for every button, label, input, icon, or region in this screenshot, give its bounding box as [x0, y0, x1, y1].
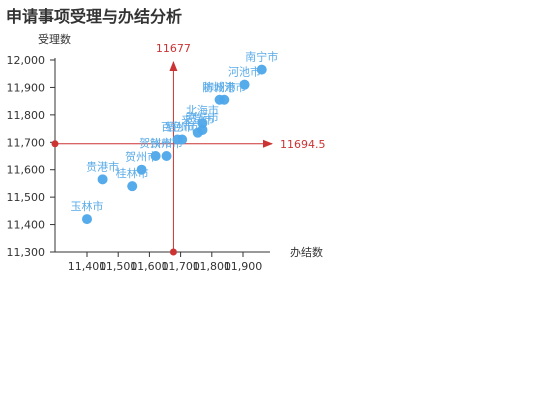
data-point-label: 桂林市: [116, 166, 149, 180]
ref-point-vertical-start: [169, 248, 177, 256]
y-tick-label: 11,500: [7, 191, 46, 204]
data-point[interactable]: [192, 127, 203, 138]
data-point-label: 贺州市: [125, 150, 158, 164]
data-point-label: 贺州市: [139, 136, 172, 150]
y-tick-label: 12,000: [7, 54, 46, 67]
data-point-label: 防城港市: [202, 80, 246, 94]
data-point[interactable]: [82, 214, 92, 225]
chart-title: 申请事项受理与办结分析: [6, 7, 183, 26]
y-tick-label: 11,700: [7, 136, 46, 149]
data-point[interactable]: [136, 164, 147, 175]
data-point[interactable]: [214, 94, 225, 105]
data-point[interactable]: [172, 134, 183, 145]
x-tick-label: 11,800: [193, 260, 232, 273]
data-point-label: 贵港市: [86, 159, 119, 173]
data-point[interactable]: [127, 181, 138, 192]
x-tick-label: 11,400: [68, 260, 107, 273]
x-tick-label: 11,500: [99, 260, 138, 273]
y-tick-label: 11,900: [7, 81, 46, 94]
data-point[interactable]: [161, 151, 172, 161]
data-point-label: 梧州市: [166, 120, 199, 134]
data-point-label: 来宾市: [181, 113, 214, 127]
ref-label-vertical: 11677: [156, 42, 191, 55]
data-point[interactable]: [239, 79, 250, 90]
data-point-label: 崇左市: [186, 110, 219, 124]
data-point-label: 百色市: [161, 120, 194, 134]
data-point[interactable]: [150, 151, 161, 161]
ref-label-horizontal: 11694.5: [280, 138, 326, 151]
data-point-label: 玉林市: [71, 199, 104, 213]
x-axis-label: 办结数: [290, 246, 323, 259]
data-point[interactable]: [256, 64, 267, 75]
ref-point-horizontal-start: [51, 140, 59, 148]
data-point[interactable]: [97, 174, 108, 185]
data-point[interactable]: [197, 118, 208, 129]
y-tick-label: 11,600: [7, 164, 46, 177]
data-point-label: 河池市: [228, 65, 261, 79]
data-point-label: 柳州市: [203, 80, 236, 94]
y-axis-label: 受理数: [38, 33, 71, 46]
x-tick-label: 11,600: [130, 260, 169, 273]
data-point-label: 北海市: [186, 103, 219, 117]
y-tick-label: 11,400: [7, 219, 46, 232]
data-point-label: 钦州市: [150, 136, 183, 150]
y-tick-label: 11,800: [7, 109, 46, 122]
y-tick-label: 11,300: [7, 246, 46, 259]
data-point-label: 南宁市: [245, 50, 278, 64]
x-tick-label: 11,900: [224, 260, 263, 273]
x-tick-label: 11,700: [161, 260, 200, 273]
